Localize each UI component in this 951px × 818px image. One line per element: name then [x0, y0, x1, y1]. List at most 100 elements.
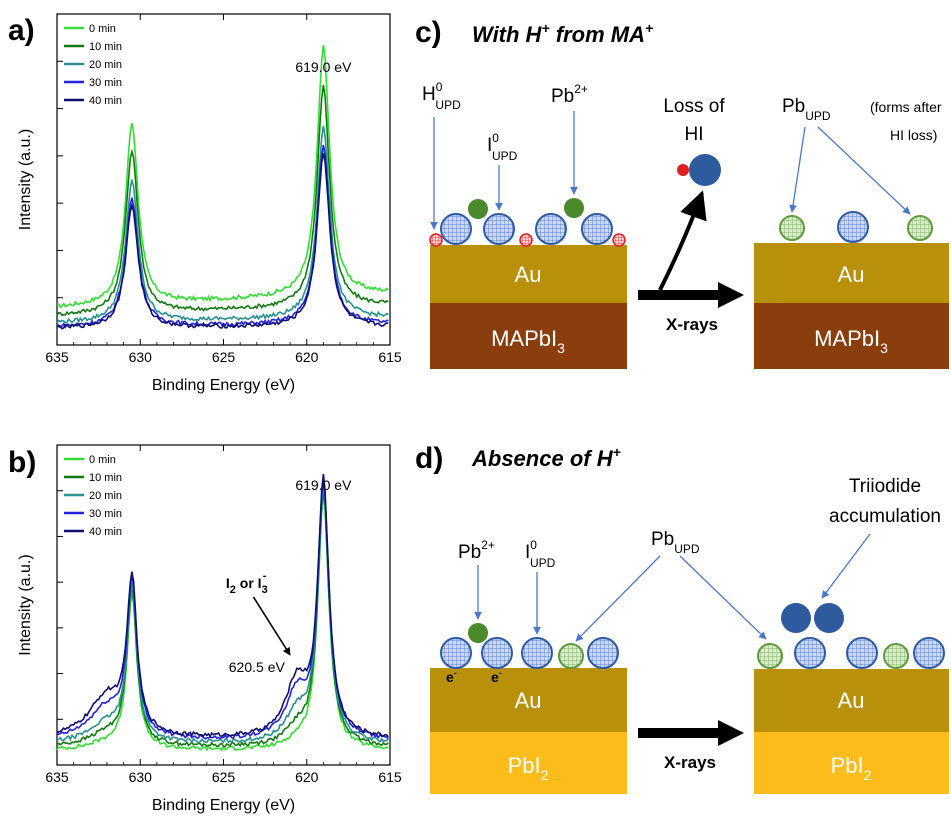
peak-annotation: 619.0 eV: [295, 59, 352, 75]
au-layer: [754, 669, 949, 732]
pb-upd-pointer: [817, 126, 911, 215]
forms-after-line2: HI loss): [890, 127, 937, 143]
shoulder-annotation: 620.5 eV: [229, 659, 286, 675]
iodine-adatom: [794, 637, 826, 669]
i0-upd-label-d: I0 UPD: [525, 538, 556, 570]
iodine-adatom: [521, 637, 553, 669]
i0-upd-label: I0 UPD: [487, 131, 518, 163]
panel-a-label: a): [8, 14, 35, 47]
hi-hydrogen-circle: [677, 164, 689, 176]
pb-upd-label-d: PbUPD: [651, 529, 700, 556]
x-axis-label: Binding Energy (eV): [152, 377, 295, 394]
y-axis-label: Intensity (a.u.): [17, 554, 34, 655]
pb-upd-adatom: [907, 215, 933, 241]
pb2-label-d: Pb2+: [458, 538, 495, 563]
pbi2-layer: [754, 732, 949, 794]
iodine-adatom: [837, 211, 869, 243]
legend-label: 20 min: [89, 59, 122, 71]
mapbi3-label: MAPbI3: [814, 326, 888, 356]
hydrogen-adatom: [429, 233, 443, 247]
pb-ion: [468, 623, 488, 643]
au-layer: [754, 243, 949, 303]
forms-after-line1: (forms after: [870, 99, 942, 115]
pb-upd-pointer: [679, 555, 767, 640]
x-tick-label: 615: [378, 349, 402, 365]
au-layer: [430, 668, 627, 732]
h0-upd-label: H0 UPD: [422, 80, 461, 112]
pb-ion: [468, 199, 488, 219]
panel-d-label: d): [415, 442, 443, 475]
iodine-adatom: [440, 637, 472, 669]
iodine-adatom: [535, 213, 567, 245]
chart-b: 635 630 625 620 615 Binding Energy (eV) Intens…: [17, 444, 402, 814]
xray-arrowhead-c: [718, 282, 744, 308]
au-label: Au: [838, 262, 865, 287]
x-tick-label: 620: [295, 349, 319, 365]
pb-upd-adatom: [883, 643, 909, 669]
iodine-adatom: [481, 637, 513, 669]
xrays-label-d: X-rays: [664, 753, 716, 772]
loss-of-hi-line1: Loss of: [663, 96, 725, 117]
panel-d-title: Absence of H+: [471, 444, 621, 471]
pb-upd-adatom: [779, 215, 805, 241]
annotation-arrow: [252, 596, 291, 656]
x-tick-label: 620: [295, 769, 319, 785]
mapbi3-layer: [754, 303, 949, 369]
xrays-label-c: X-rays: [666, 315, 718, 334]
pbi2-label: PbI2: [508, 753, 549, 783]
loss-of-hi-line2: HI: [685, 124, 704, 145]
hydrogen-adatom: [519, 233, 533, 247]
pb-upd-adatom: [757, 643, 783, 669]
iodine-adatom: [846, 637, 878, 669]
series-line: [56, 152, 389, 330]
iodine-adatom: [587, 637, 619, 669]
legend-label: 40 min: [89, 526, 122, 538]
triiodide-line2: accumulation: [829, 506, 941, 527]
chart-a: 635 630 625 620 615 Binding Energy (eV) Intens…: [17, 13, 402, 394]
series-line: [56, 84, 389, 317]
pb-ion: [564, 198, 584, 218]
x-tick-label: 630: [129, 769, 153, 785]
i2-i3-annotation: I2 or I3-: [226, 570, 268, 596]
series-line: [56, 44, 389, 309]
desorption-arrow: [658, 190, 707, 291]
triiodide-pointer: [821, 533, 871, 599]
panel-c-title: With H+ from MA+: [472, 20, 653, 47]
au-label: Au: [515, 688, 542, 713]
pbi2-layer: [430, 732, 627, 794]
triiodide-circle: [814, 603, 844, 633]
panel-c-label: c): [415, 16, 442, 49]
x-tick-label: 635: [45, 349, 69, 365]
legend-label: 30 min: [89, 77, 122, 89]
iodine-adatom: [913, 637, 945, 669]
peak-annotation: 619.0 eV: [295, 477, 352, 493]
iodine-adatom: [440, 213, 472, 245]
x-axis-label: Binding Energy (eV): [152, 797, 295, 814]
mapbi3-label: MAPbI3: [491, 326, 565, 356]
legend-label: 10 min: [89, 41, 122, 53]
x-tick-label: 625: [212, 349, 236, 365]
legend-label: 20 min: [89, 490, 122, 502]
au-layer: [430, 245, 627, 303]
series-line: [56, 125, 389, 324]
triiodide-circle: [781, 603, 811, 633]
au-label: Au: [838, 688, 865, 713]
x-tick-label: 625: [212, 769, 236, 785]
pb2-label: Pb2+: [551, 82, 588, 107]
panel-b-label: b): [8, 446, 36, 479]
xray-arrowhead-d: [718, 720, 744, 746]
pb-upd-label-c: PbUPD: [782, 96, 831, 123]
iodine-adatom: [581, 213, 613, 245]
x-tick-label: 615: [378, 769, 402, 785]
hi-iodine-circle: [689, 154, 721, 186]
x-tick-label: 635: [45, 769, 69, 785]
iodine-adatom: [483, 213, 515, 245]
pbi2-label: PbI2: [831, 753, 872, 783]
triiodide-line1: Triiodide: [849, 476, 921, 497]
au-label: Au: [515, 262, 542, 287]
mapbi3-layer: [430, 303, 627, 369]
y-axis-label: Intensity (a.u.): [17, 129, 34, 230]
pb-upd-pointer: [789, 126, 806, 213]
electron-label: e-: [491, 668, 502, 685]
